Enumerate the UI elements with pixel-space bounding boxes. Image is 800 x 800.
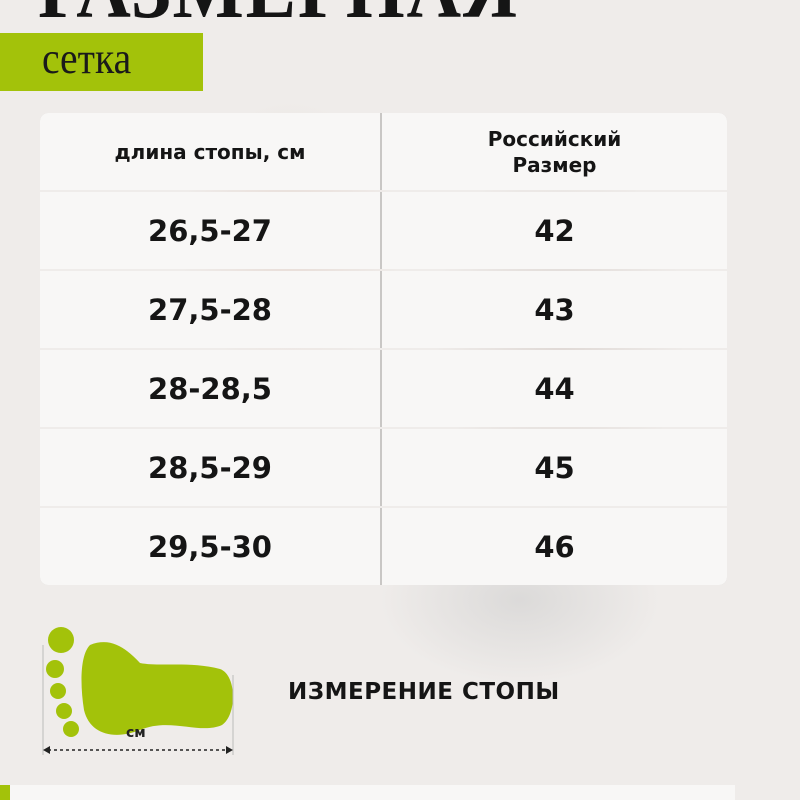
accent-bar [0,785,10,800]
subtitle-tag: сетка [0,33,203,91]
size-cell: 42 [382,192,727,269]
table-row: 29,5-30 46 [40,508,727,585]
foot-measure-icon: см [40,625,240,760]
table-row: 28,5-29 45 [40,429,727,506]
subtitle: сетка [42,34,132,83]
size-table: длина стопы, см Российский Размер 26,5-2… [40,113,727,587]
table-row: 28-28,5 44 [40,350,727,427]
table-header-row: длина стопы, см Российский Размер [40,113,727,190]
header-russian-size: Российский Размер [382,113,727,190]
size-cell: 44 [382,350,727,427]
size-cell: 45 [382,429,727,506]
page-title: РАЗМЕРНАЯ [38,0,519,32]
table-row: 27,5-28 43 [40,271,727,348]
foot-length-cell: 27,5-28 [40,271,380,348]
table-row: 26,5-27 42 [40,192,727,269]
header-foot-length: длина стопы, см [40,113,380,190]
header-russian-size-text: Российский Размер [487,126,622,177]
foot-length-cell: 29,5-30 [40,508,380,585]
size-cell: 46 [382,508,727,585]
size-cell: 43 [382,271,727,348]
bottom-panel [10,785,735,800]
foot-length-cell: 26,5-27 [40,192,380,269]
unit-label: см [126,725,146,741]
foot-length-cell: 28,5-29 [40,429,380,506]
foot-length-cell: 28-28,5 [40,350,380,427]
measure-label: ИЗМЕРЕНИЕ СТОПЫ [288,679,560,705]
